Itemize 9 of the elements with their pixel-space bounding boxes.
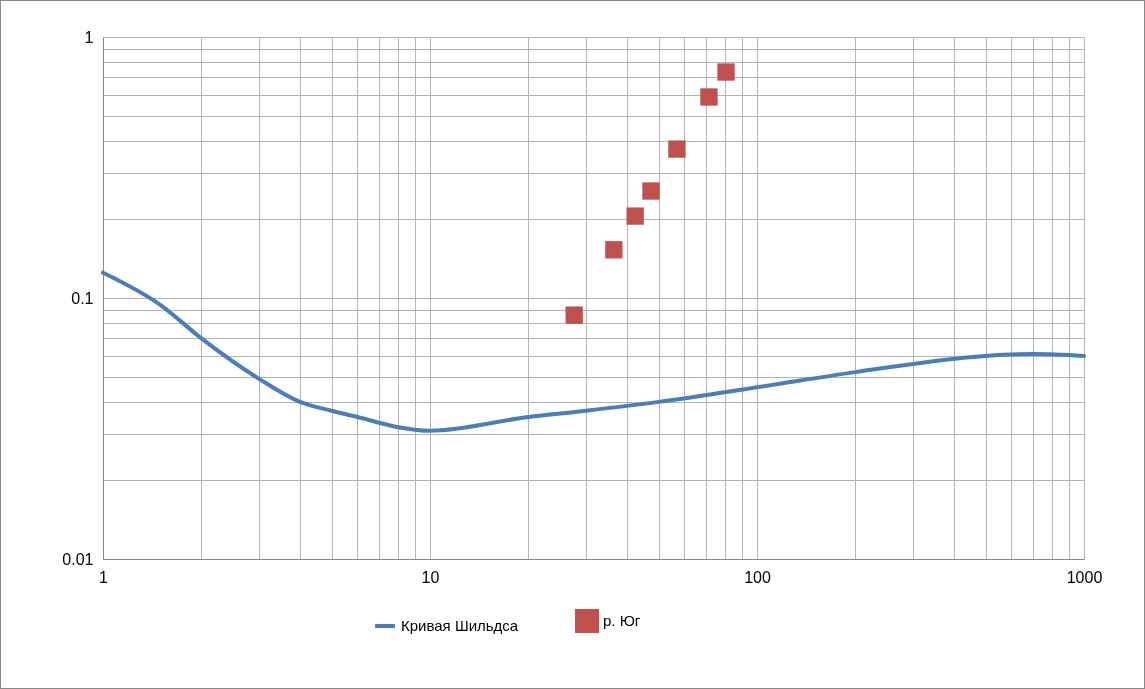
y-tick-label: 1 — [84, 28, 94, 46]
y-tick-label: 0.1 — [71, 289, 94, 307]
y-tick-label: 0.01 — [62, 550, 94, 568]
legend-label: р. Юг — [603, 612, 641, 629]
x-tick-label: 100 — [744, 568, 771, 586]
x-tick-label: 10 — [421, 568, 440, 586]
x-tick-label: 1 — [99, 568, 109, 586]
x-tick-label: 1000 — [1066, 568, 1103, 586]
legend-label: Кривая Шильдса — [401, 617, 519, 634]
